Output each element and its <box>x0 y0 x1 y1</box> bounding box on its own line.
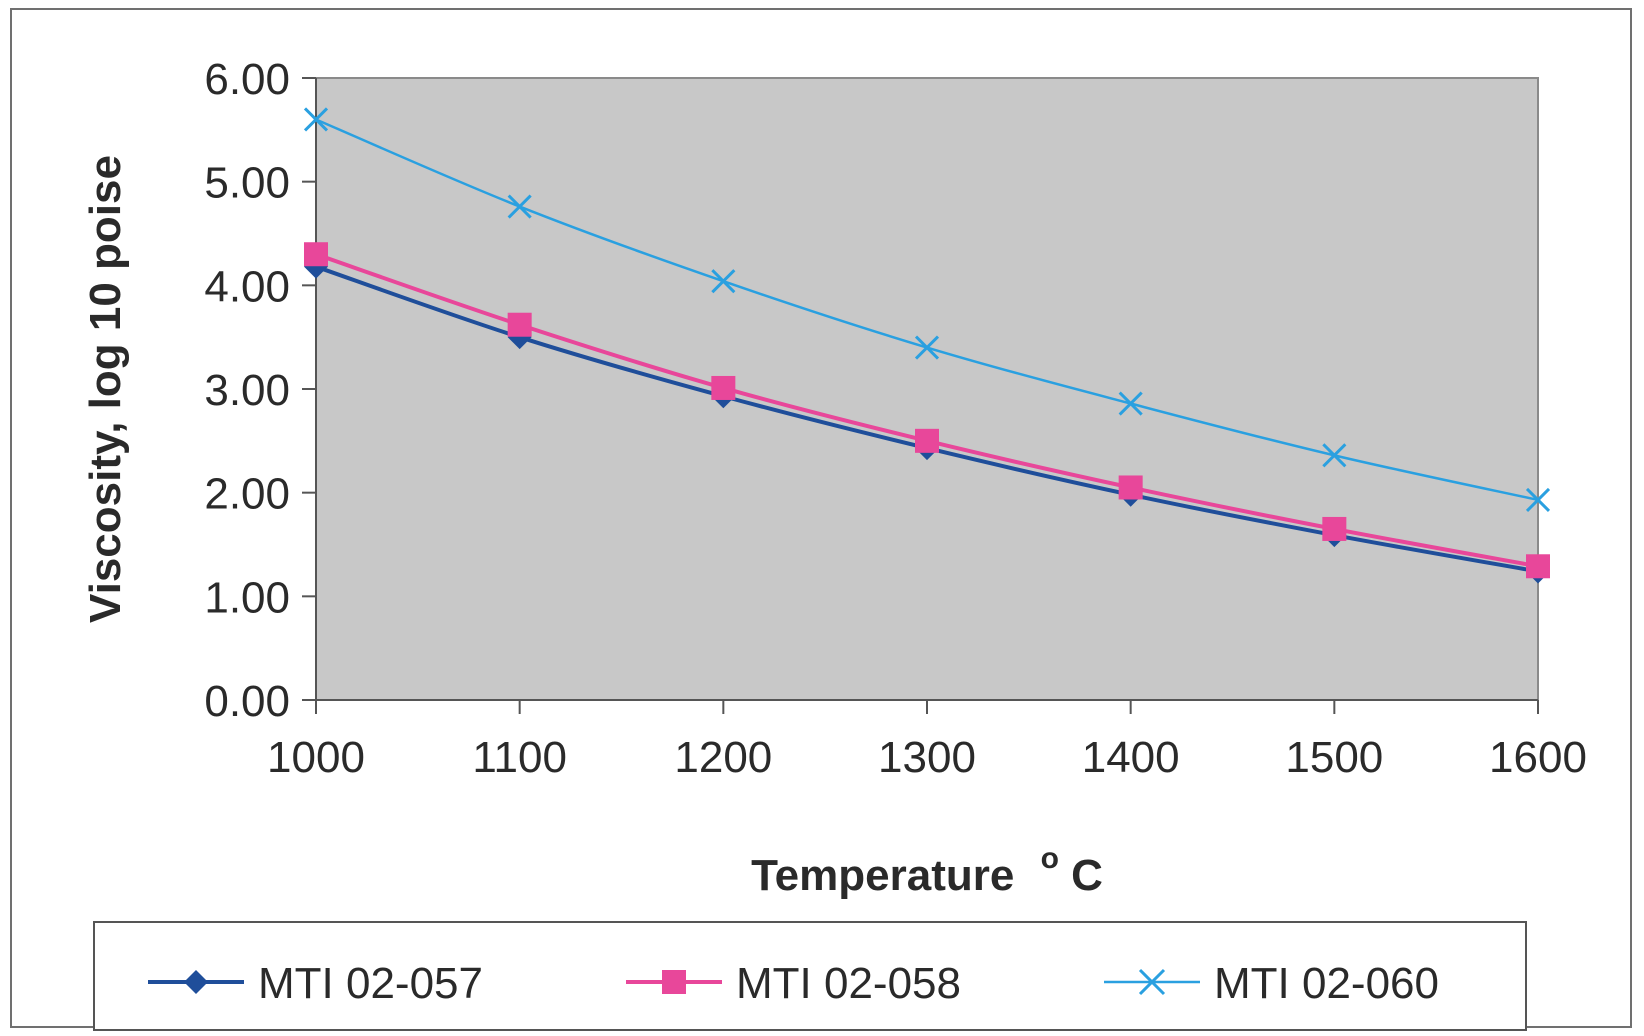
data-point <box>711 375 736 400</box>
data-point <box>184 970 208 994</box>
x-axis-title-degree: o <box>1041 842 1059 875</box>
legend-label: MTI 02-057 <box>258 959 483 1008</box>
x-tick-label: 1600 <box>1489 733 1587 782</box>
series-mti-02-058 <box>304 242 1550 579</box>
legend-entry: MTI 02-060 <box>1104 959 1439 1008</box>
data-point <box>1118 475 1143 500</box>
legend: MTI 02-057 MTI 02-058 MTI 02-060 <box>93 921 1527 1031</box>
data-point <box>711 269 736 294</box>
y-tick-label: 6.00 <box>204 55 290 104</box>
y-axis-title: Viscosity, log 10 poise <box>81 155 130 623</box>
data-point <box>1322 443 1347 468</box>
x-tick-label: 1400 <box>1082 733 1180 782</box>
legend-entry: MTI 02-058 <box>626 959 961 1008</box>
y-tick-label: 5.00 <box>204 159 290 208</box>
legend-entry: MTI 02-057 <box>148 959 483 1008</box>
series-layer <box>303 107 1551 584</box>
x-tick-label: 1100 <box>472 733 567 782</box>
data-point <box>507 312 532 337</box>
y-tick-label: 1.00 <box>204 573 290 622</box>
data-point <box>1322 516 1347 541</box>
legend-label: MTI 02-058 <box>736 959 961 1008</box>
x-tick-label: 1000 <box>267 733 365 782</box>
series-mti-02-060 <box>303 107 1551 512</box>
x-tick-label: 1500 <box>1285 733 1383 782</box>
y-tick-label: 0.00 <box>204 677 290 726</box>
data-point <box>914 335 940 360</box>
data-point <box>303 107 329 132</box>
data-point <box>1118 391 1143 416</box>
data-point <box>304 242 328 267</box>
data-point <box>507 194 532 219</box>
y-tick-label: 2.00 <box>204 470 290 519</box>
x-axis-title: Temperature o C <box>751 829 1103 900</box>
y-axis: 0.00 1.00 2.00 3.00 4.00 5.00 6.00 <box>204 55 317 726</box>
x-tick-label: 1300 <box>878 733 976 782</box>
x-axis-title-unit: C <box>1071 851 1103 900</box>
x-tick-label: 1200 <box>674 733 772 782</box>
data-point <box>1526 554 1550 579</box>
y-tick-label: 4.00 <box>204 262 290 311</box>
data-point <box>915 428 939 453</box>
data-point <box>1138 968 1166 996</box>
plot-area <box>315 77 1539 701</box>
y-tick-label: 3.00 <box>204 366 290 415</box>
x-axis: 1000 1100 1200 1300 1400 1500 1600 <box>267 699 1587 782</box>
legend-label: MTI 02-060 <box>1214 959 1439 1008</box>
legend-box <box>93 921 1527 1031</box>
x-axis-title-text: Temperature <box>751 851 1014 900</box>
data-point <box>1525 487 1551 512</box>
data-point <box>662 970 686 994</box>
